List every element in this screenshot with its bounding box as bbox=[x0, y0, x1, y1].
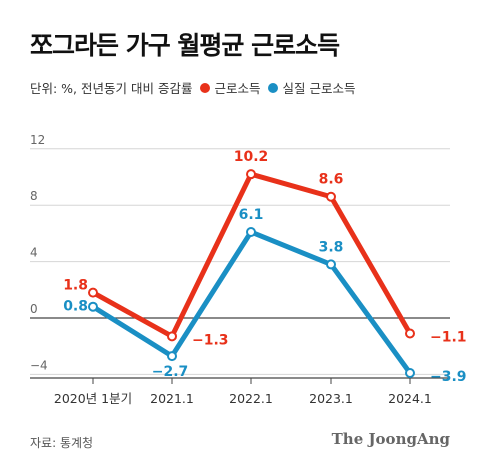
y-tick-label: 12 bbox=[30, 133, 45, 147]
data-label: 1.8 bbox=[63, 278, 88, 294]
legend-item-series-2: 실질 근로소득 bbox=[268, 78, 355, 97]
data-point bbox=[88, 287, 98, 298]
legend-item-series-1: 근로소득 bbox=[200, 78, 260, 97]
brand-logo: The JoongAng bbox=[331, 430, 450, 448]
legend: 단위: %, 전년동기 대비 증감률 근로소득 실질 근로소득 bbox=[30, 78, 355, 97]
data-label: 6.1 bbox=[239, 207, 264, 223]
x-tick-label: 2021.1 bbox=[150, 391, 194, 406]
data-label: 0.8 bbox=[63, 299, 88, 315]
data-point bbox=[326, 259, 336, 270]
data-label: −1.3 bbox=[192, 332, 229, 348]
data-point bbox=[326, 191, 336, 202]
x-tick-label: 2024.1 bbox=[388, 391, 432, 406]
unit-note: 단위: %, 전년동기 대비 증감률 bbox=[30, 81, 193, 96]
data-label: −2.7 bbox=[152, 364, 189, 380]
data-label: 8.6 bbox=[319, 172, 344, 188]
data-point bbox=[88, 301, 98, 312]
y-tick-label: 0 bbox=[30, 302, 38, 316]
data-point bbox=[167, 331, 177, 342]
page-title: 쪼그라든 가구 월평균 근로소득 bbox=[30, 31, 340, 60]
data-label: −3.9 bbox=[430, 369, 467, 385]
legend-label-series-1: 근로소득 bbox=[214, 81, 261, 96]
y-tick-label: 8 bbox=[30, 189, 38, 203]
data-point bbox=[246, 226, 256, 237]
legend-swatch-series-2 bbox=[268, 82, 279, 93]
y-tick-label: −4 bbox=[30, 358, 48, 372]
data-point bbox=[405, 328, 415, 339]
x-tick-label: 2023.1 bbox=[309, 391, 353, 406]
data-label: −1.1 bbox=[430, 330, 467, 346]
data-point bbox=[167, 351, 177, 362]
source-note: 자료: 통계청 bbox=[30, 436, 94, 450]
x-tick-label: 2020년 1분기 bbox=[54, 391, 132, 406]
y-tick-label: 4 bbox=[30, 246, 38, 260]
series-line-1 bbox=[90, 171, 413, 339]
legend-label-series-2: 실질 근로소득 bbox=[282, 81, 356, 96]
x-tick-label: 2022.1 bbox=[229, 391, 273, 406]
data-point bbox=[405, 367, 415, 378]
legend-swatch-series-1 bbox=[200, 82, 211, 93]
data-label: 3.8 bbox=[319, 239, 344, 255]
data-label: 10.2 bbox=[234, 149, 269, 165]
data-point bbox=[246, 169, 256, 180]
